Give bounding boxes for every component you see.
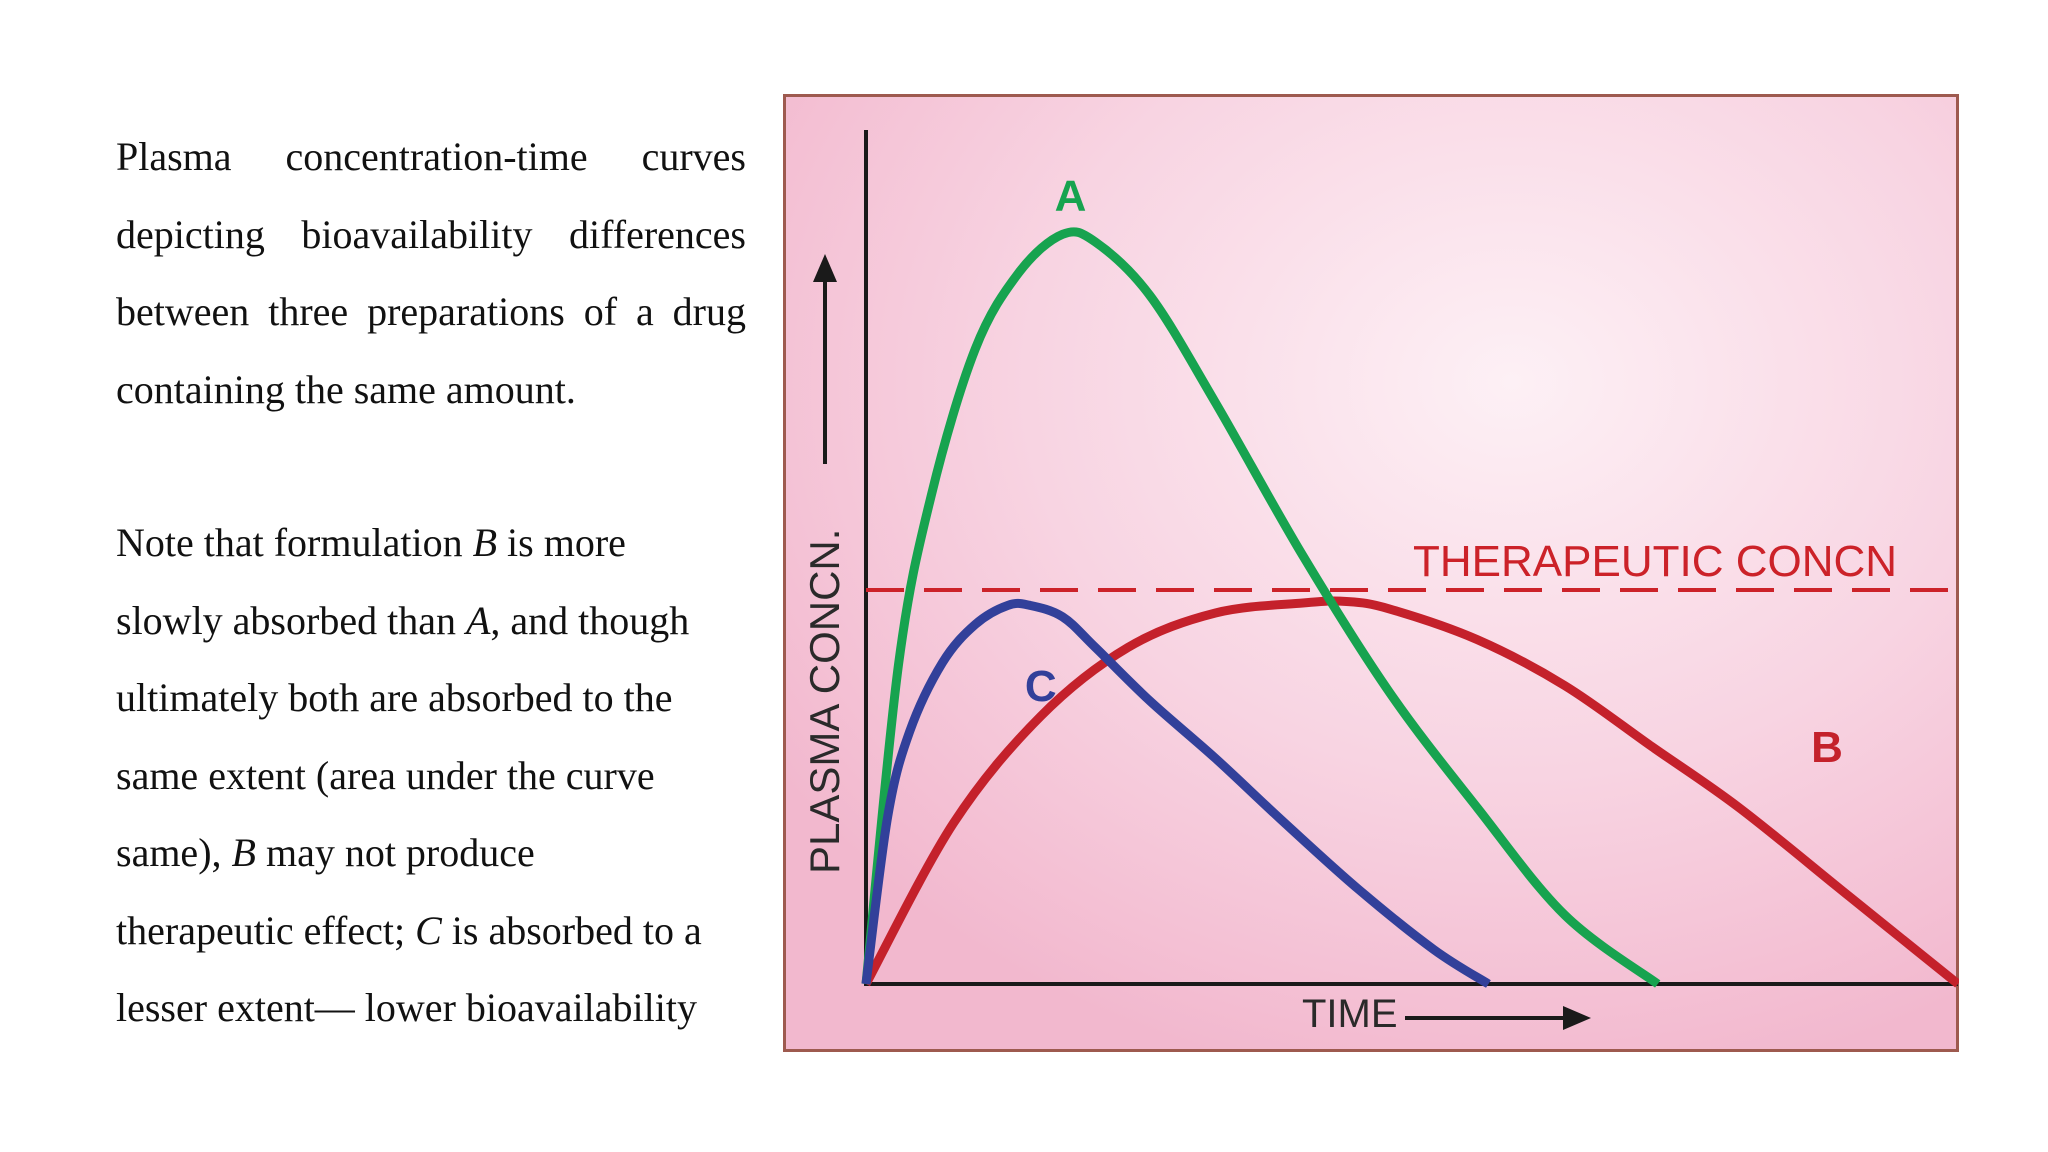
series-line-b bbox=[862, 596, 1961, 988]
caption-line: between three preparations of a drug bbox=[116, 289, 746, 334]
note-italic: B bbox=[231, 830, 256, 875]
note-line: therapeutic effect; C is absorbed to a bbox=[116, 892, 746, 970]
caption-line: depicting bioavailability differences bbox=[116, 211, 746, 257]
note-italic: A bbox=[465, 597, 491, 643]
therapeutic-threshold-label: THERAPEUTIC CONCN bbox=[1413, 537, 1897, 586]
note-line: ultimately both are absorbed to the bbox=[116, 675, 673, 720]
note-text: is more bbox=[497, 520, 626, 565]
series-line-c bbox=[861, 598, 1491, 988]
note-line: slowly absorbed than A, and though bbox=[116, 582, 746, 660]
chart-figure: PLASMA CONCN. TIME THERAPEUTIC CONCN A B C bbox=[783, 94, 1961, 1052]
note-text: same), bbox=[116, 830, 232, 875]
note-text: may not produce bbox=[255, 830, 535, 875]
y-label-arrow-head bbox=[813, 254, 837, 282]
description-text: Plasma concentration-time curves depicti… bbox=[116, 118, 746, 1030]
x-axis-label: TIME bbox=[1302, 992, 1398, 1036]
note-text: is absorbed to a bbox=[441, 907, 702, 953]
note-text: slowly absorbed than bbox=[116, 597, 466, 643]
note-text: , and though bbox=[490, 597, 690, 643]
caption-line: containing the same amount. bbox=[116, 366, 576, 412]
caption-line: Plasma concentration-time curves bbox=[116, 134, 746, 179]
series-label-a: A bbox=[1055, 171, 1087, 220]
paragraph-note: Note that formulation B is more slowly a… bbox=[116, 504, 746, 1047]
chart-frame bbox=[783, 94, 1959, 1052]
note-line: lesser extent— lower bioavailability bbox=[116, 985, 697, 1030]
note-text: Note that formulation bbox=[116, 520, 473, 565]
y-axis-label: PLASMA CONCN. bbox=[801, 529, 848, 874]
paragraph-caption: Plasma concentration-time curves depicti… bbox=[116, 118, 746, 428]
series-label-b: B bbox=[1811, 723, 1843, 772]
series-line-a bbox=[861, 227, 1661, 988]
note-text: therapeutic effect; bbox=[116, 907, 416, 953]
note-line: same extent (area under the curve bbox=[116, 752, 655, 798]
note-italic: B bbox=[472, 520, 498, 565]
note-italic: C bbox=[415, 907, 442, 953]
note-line: same), B may not produce bbox=[116, 814, 746, 892]
series-label-c: C bbox=[1025, 662, 1057, 711]
series-layer: A B C bbox=[861, 171, 1961, 988]
note-line: Note that formulation B is more bbox=[116, 504, 746, 582]
chart-svg: PLASMA CONCN. TIME THERAPEUTIC CONCN A B C bbox=[783, 94, 1961, 1052]
x-label-arrow-head bbox=[1563, 1006, 1591, 1030]
